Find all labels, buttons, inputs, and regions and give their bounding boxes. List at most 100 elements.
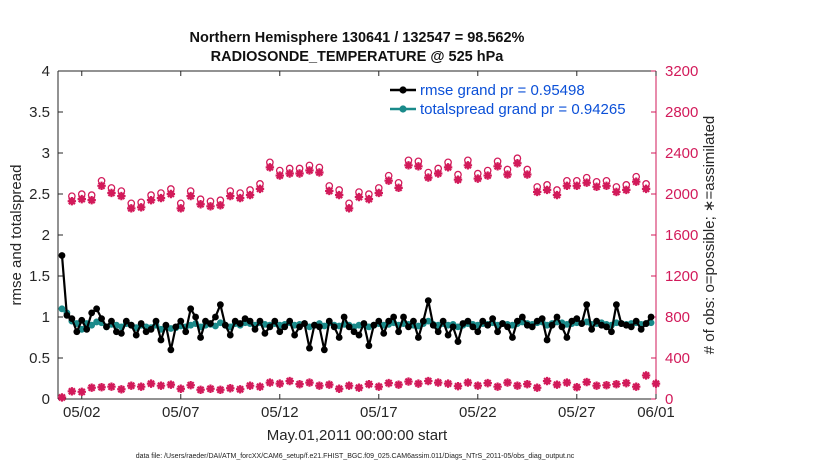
rmse-point: [518, 313, 526, 321]
rmse-point: [320, 346, 328, 354]
left-tick-label: 1.5: [29, 268, 50, 285]
rmse-point: [345, 323, 353, 331]
obs-assimilated-point: [622, 185, 631, 195]
x-tick-label: 05/07: [162, 404, 200, 421]
rmse-point: [108, 317, 115, 325]
rmse-series: [58, 252, 655, 354]
x-tick-label: 05/17: [360, 404, 398, 421]
x-axis-ticks: 05/02 05/07 05/12 05/17 05/22 05/27 06/01: [63, 71, 675, 421]
obs-assimilated-point: [77, 194, 86, 204]
rmse-point: [276, 328, 284, 336]
left-tick-label: 3.5: [29, 104, 50, 121]
legend-swatch-rmse-marker: [399, 86, 407, 94]
obs-low-assimilated-point: [453, 381, 463, 391]
obs-low-assimilated-point: [176, 384, 185, 393]
obs-low-assimilated-point: [265, 378, 275, 387]
y-axis-label-right: # of obs: o=possible; ∗=assimilated: [701, 116, 718, 355]
x-tick-label: 05/02: [63, 404, 101, 421]
left-tick-label: 1: [42, 309, 50, 326]
obs-assimilated-point: [404, 161, 413, 170]
obs-low-assimilated-point: [235, 385, 245, 394]
rmse-point: [103, 323, 110, 331]
totalspread-point: [88, 321, 96, 329]
rmse-point: [642, 320, 650, 327]
rmse-point: [157, 336, 165, 344]
obs-assimilated-point: [424, 173, 433, 182]
x-tick-label: 05/27: [558, 404, 596, 421]
legend: rmse grand pr = 0.95498 totalspread gran…: [386, 79, 650, 121]
rmse-point: [261, 330, 269, 337]
right-axis-ticks: 0 400 800 1200 2000 1600 2400 2800 3200: [651, 63, 698, 408]
obs-assimilated-point: [67, 196, 77, 206]
rmse-point: [385, 317, 393, 325]
obs-low-assimilated-point: [334, 384, 344, 393]
obs-low-assimilated-point: [433, 378, 443, 387]
rmse-point: [608, 328, 615, 336]
right-tick-label: 1600: [665, 227, 698, 244]
rmse-point: [236, 320, 244, 327]
rmse-point: [73, 328, 81, 336]
obs-assimilated-point: [275, 171, 284, 180]
rmse-point: [365, 342, 373, 350]
obs-assimilated-point: [305, 166, 314, 175]
rmse-point: [296, 323, 303, 331]
obs-assimilated-point: [592, 182, 601, 192]
obs-assimilated-point: [235, 193, 245, 203]
rmse-point: [410, 317, 417, 325]
rmse-point: [63, 311, 71, 319]
rmse-point: [504, 323, 511, 331]
rmse-point: [637, 325, 645, 333]
obs-low-assimilated-point: [315, 381, 324, 390]
obs-low-assimilated-point: [394, 380, 403, 389]
rmse-point: [588, 325, 596, 333]
obs-assimilated-point: [156, 193, 166, 203]
rmse-point: [167, 346, 175, 354]
rmse-point: [509, 334, 516, 341]
obs-assimilated-point: [562, 181, 572, 190]
rmse-point: [355, 331, 363, 339]
obs-low-assimilated-point: [166, 380, 176, 389]
rmse-point: [306, 344, 313, 352]
obs-low-assimilated-point: [216, 385, 225, 394]
x-tick-label: 06/01: [637, 404, 675, 421]
rmse-point: [395, 328, 402, 336]
right-tick-label: 3200: [665, 63, 698, 80]
rmse-point: [246, 317, 254, 325]
legend-box: [386, 79, 650, 121]
obs-assimilated-point: [255, 184, 265, 194]
rmse-point: [192, 313, 200, 321]
rmse-point: [424, 297, 432, 304]
rmse-point: [117, 330, 125, 337]
right-tick-label: 800: [665, 309, 690, 326]
obs-low-assimilated-point: [344, 381, 354, 390]
obs-low-assimilated-point: [542, 376, 552, 386]
rmse-point: [454, 338, 462, 345]
rmse-point: [528, 323, 536, 331]
rmse-point: [543, 336, 551, 344]
rmse-point: [414, 334, 422, 341]
obs-assimilated-point: [433, 169, 443, 178]
obs-low-assimilated-point: [384, 378, 393, 388]
obs-low-assimilated-point: [503, 378, 512, 387]
obs-assimilated-point: [206, 202, 215, 211]
rmse-point: [489, 315, 497, 323]
obs-low-assimilated-point: [493, 382, 502, 391]
left-tick-label: 0.5: [29, 350, 50, 367]
series-layer: [57, 154, 661, 402]
rmse-point: [147, 325, 155, 333]
obs-low-assimilated-point: [97, 383, 106, 392]
obs-low-assimilated-point: [206, 384, 215, 393]
obs-assimilated-point: [176, 204, 185, 213]
rmse-point: [370, 321, 378, 329]
rmse-point: [360, 320, 368, 327]
rmse-point: [553, 313, 561, 321]
obs-assimilated-point: [226, 191, 235, 201]
rmse-point: [187, 305, 195, 313]
obs-assimilated-point: [394, 183, 403, 193]
right-tick-label: 2400: [665, 145, 698, 162]
rmse-point: [494, 328, 501, 336]
obs-assimilated-point: [463, 161, 473, 170]
rmse-point: [419, 317, 427, 325]
